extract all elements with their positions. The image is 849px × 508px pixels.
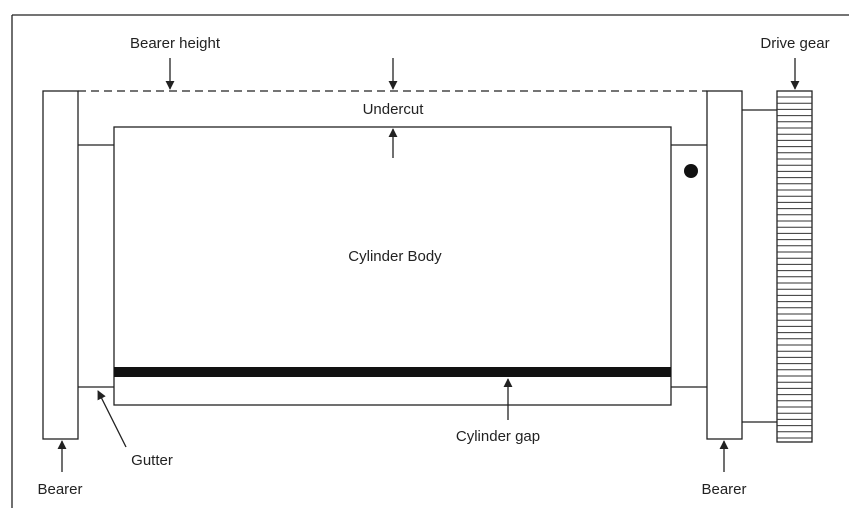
gear-outline — [776, 90, 813, 443]
cylinder-body — [113, 126, 672, 406]
label: Bearer height — [130, 35, 221, 52]
label: Bearer — [37, 481, 82, 498]
arrow — [97, 390, 127, 448]
label: Undercut — [363, 101, 425, 118]
label: Cylinder Body — [348, 248, 442, 265]
label: Bearer — [701, 481, 746, 498]
left-bearer — [42, 90, 79, 440]
dot — [684, 164, 698, 178]
right-bearer — [706, 90, 743, 440]
drive-gear — [776, 90, 813, 443]
label: Cylinder gap — [456, 428, 540, 445]
label: Gutter — [131, 452, 173, 469]
label: Drive gear — [760, 35, 829, 52]
cylinder-gap — [114, 367, 671, 377]
